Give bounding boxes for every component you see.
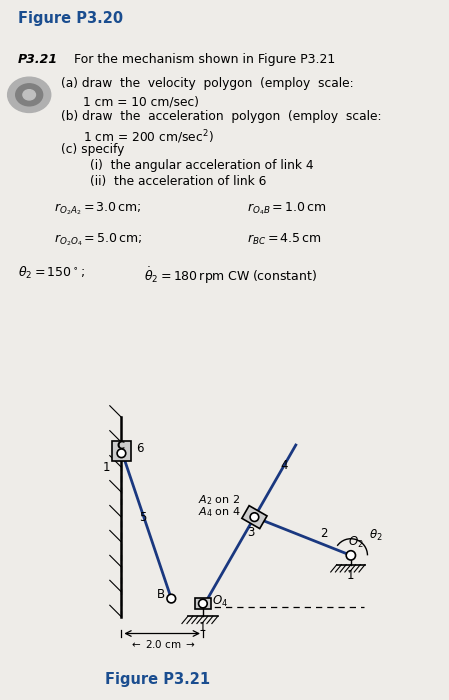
Text: P3.21: P3.21	[18, 53, 58, 66]
Text: $\leftarrow$ 2.0 cm $\rightarrow$: $\leftarrow$ 2.0 cm $\rightarrow$	[128, 638, 196, 650]
Polygon shape	[112, 441, 131, 461]
Text: C: C	[117, 441, 125, 452]
Circle shape	[250, 513, 259, 522]
Text: 5: 5	[139, 510, 147, 524]
Text: $A_2$ on 2: $A_2$ on 2	[198, 494, 241, 508]
Text: For the mechanism shown in Figure P3.21: For the mechanism shown in Figure P3.21	[74, 53, 335, 66]
Text: 1 cm = 200 cm/sec$^2$): 1 cm = 200 cm/sec$^2$)	[83, 129, 214, 146]
Text: (c) specify: (c) specify	[61, 144, 124, 156]
Circle shape	[16, 84, 43, 106]
Text: 1 cm = 10 cm/sec): 1 cm = 10 cm/sec)	[83, 95, 199, 108]
Circle shape	[346, 551, 356, 560]
Text: $r_{BC} = 4.5\,\mathrm{cm}$: $r_{BC} = 4.5\,\mathrm{cm}$	[247, 232, 322, 246]
Polygon shape	[242, 505, 267, 528]
Text: Figure P3.21: Figure P3.21	[106, 672, 211, 687]
Text: 6: 6	[136, 442, 144, 456]
Text: Figure P3.20: Figure P3.20	[18, 11, 123, 26]
Text: $O_4$: $O_4$	[211, 594, 228, 610]
Text: 1: 1	[103, 461, 110, 474]
Text: 3: 3	[247, 526, 255, 538]
Text: $r_{O_2 A_2} = 3.0\,\mathrm{cm};$: $r_{O_2 A_2} = 3.0\,\mathrm{cm};$	[54, 200, 141, 217]
Circle shape	[23, 90, 35, 100]
Text: 2: 2	[321, 526, 328, 540]
Polygon shape	[194, 598, 211, 610]
Text: 1: 1	[199, 621, 207, 634]
Text: $\dot{\theta}_2 = 180\,\mathrm{rpm\;CW\;(constant)}$: $\dot{\theta}_2 = 180\,\mathrm{rpm\;CW\;…	[144, 265, 317, 286]
Circle shape	[167, 594, 176, 603]
Text: $A_4$ on 4: $A_4$ on 4	[198, 505, 241, 519]
Text: $r_{O_2 O_4} = 5.0\,\mathrm{cm};$: $r_{O_2 O_4} = 5.0\,\mathrm{cm};$	[54, 232, 142, 248]
Text: $O_2$: $O_2$	[348, 535, 364, 550]
Circle shape	[8, 77, 51, 113]
Text: (ii)  the acceleration of link 6: (ii) the acceleration of link 6	[90, 175, 266, 188]
Circle shape	[117, 449, 126, 458]
Text: B: B	[157, 588, 165, 601]
Circle shape	[198, 599, 207, 608]
Text: (a) draw  the  velocity  polygon  (employ  scale:: (a) draw the velocity polygon (employ sc…	[61, 77, 353, 90]
Text: 1: 1	[347, 570, 355, 582]
Text: (i)  the angular acceleration of link 4: (i) the angular acceleration of link 4	[90, 160, 313, 172]
Text: (b) draw  the  acceleration  polygon  (employ  scale:: (b) draw the acceleration polygon (emplo…	[61, 110, 381, 123]
Text: $\theta_2 = 150^\circ;$: $\theta_2 = 150^\circ;$	[18, 265, 85, 281]
Text: 4: 4	[281, 458, 288, 472]
Text: $r_{O_4 B} = 1.0\,\mathrm{cm}$: $r_{O_4 B} = 1.0\,\mathrm{cm}$	[247, 200, 327, 217]
Text: $\theta_2$: $\theta_2$	[369, 528, 383, 543]
